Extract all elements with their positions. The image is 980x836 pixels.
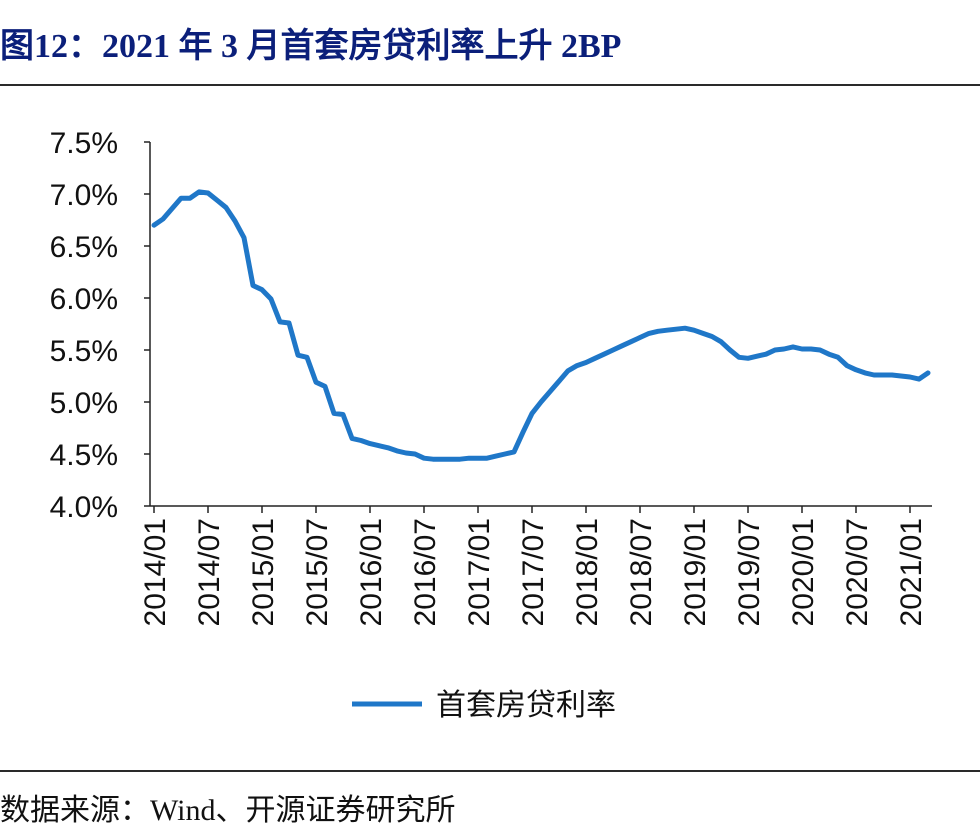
- x-tick-label: 2019/07: [733, 518, 766, 626]
- y-axis-ticks: 4.0% 4.5% 5.0% 5.5% 6.0% 6.5% 7.0% 7.5%: [50, 127, 150, 524]
- x-tick-label: 2017/01: [463, 518, 496, 626]
- x-tick-label: 2018/01: [571, 518, 604, 626]
- x-tick-label: 2020/01: [787, 518, 820, 626]
- y-tick-label: 5.5%: [50, 335, 118, 368]
- chart-legend: 首套房贷利率: [352, 688, 616, 723]
- y-tick-label: 4.0%: [50, 491, 118, 524]
- x-tick-label: 2020/07: [841, 518, 874, 626]
- series-group: [151, 189, 931, 462]
- top-divider: [0, 84, 980, 86]
- x-tick-label: 2016/01: [355, 518, 388, 626]
- y-tick-label: 7.5%: [50, 127, 118, 160]
- y-tick-label: 7.0%: [50, 179, 118, 212]
- bottom-divider: [0, 770, 980, 772]
- x-tick-label: 2018/07: [625, 518, 658, 626]
- x-tick-label: 2021/01: [895, 518, 928, 626]
- chart-axes: [149, 142, 932, 507]
- y-tick-label: 5.0%: [50, 387, 118, 420]
- y-tick-label: 6.0%: [50, 283, 118, 316]
- x-tick-label: 2014/07: [193, 518, 226, 626]
- x-tick-label: 2014/01: [139, 518, 172, 626]
- series-line-first-home-loan-rate: [151, 189, 931, 462]
- x-tick-label: 2015/01: [247, 518, 280, 626]
- y-tick-label: 4.5%: [50, 439, 118, 472]
- x-tick-label: 2016/07: [409, 518, 442, 626]
- x-axis-ticks: 2014/01 2014/07 2015/01 2015/07 2016/01 2016/…: [139, 506, 928, 626]
- y-tick-label: 6.5%: [50, 231, 118, 264]
- x-tick-label: 2019/01: [679, 518, 712, 626]
- x-tick-label: 2015/07: [301, 518, 334, 626]
- figure-title: 图12：2021 年 3 月首套房贷利率上升 2BP: [0, 28, 622, 65]
- x-tick-label: 2017/07: [517, 518, 550, 626]
- data-source-note: 数据来源：Wind、开源证券研究所: [0, 794, 456, 827]
- legend-label: 首套房贷利率: [436, 688, 616, 723]
